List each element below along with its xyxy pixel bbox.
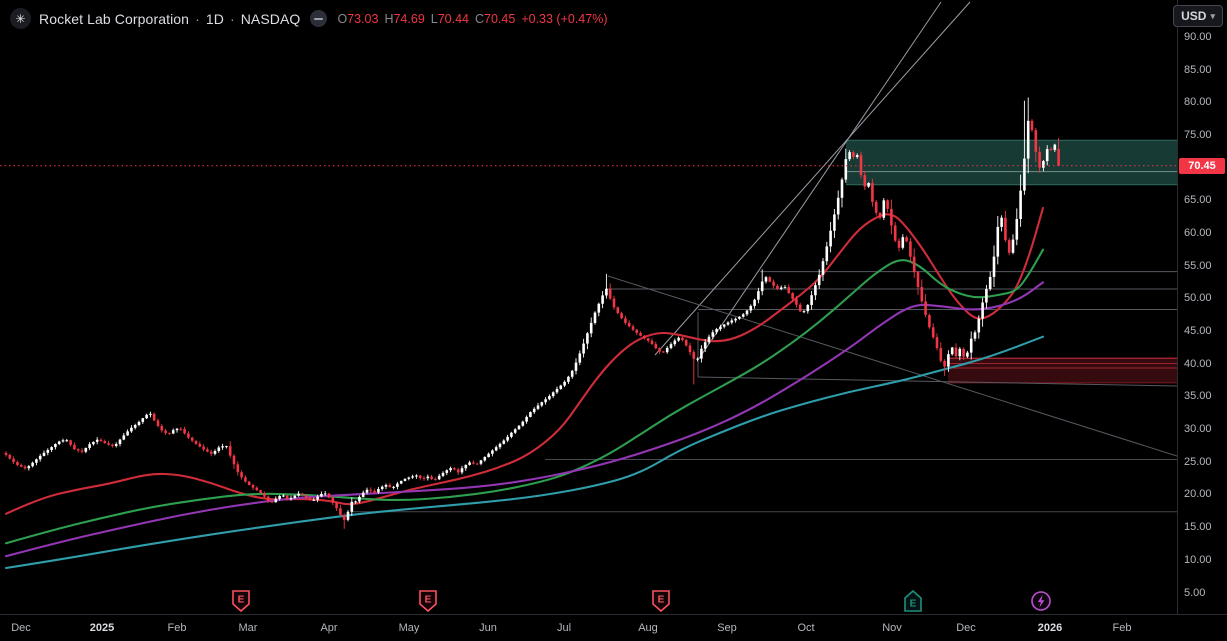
ma-fast-line[interactable]: [4, 206, 1045, 515]
lightning-event-icon[interactable]: [1030, 589, 1052, 613]
price-axis-label: 45.00: [1184, 325, 1212, 338]
time-axis-label: Feb: [1112, 622, 1132, 634]
channel-line-1[interactable]: [697, 1, 942, 361]
time-axis-label: Dec: [956, 622, 976, 634]
symbol-header: ✳ Rocket Lab Corporation · 1D · NASDAQ O…: [10, 8, 607, 29]
low-value: 70.44: [437, 11, 469, 26]
price-axis-label: 80.00: [1184, 96, 1212, 109]
close-value: 70.45: [484, 11, 516, 26]
candlestick-series: [4, 97, 1060, 529]
svg-text:E: E: [658, 595, 665, 606]
channel-line-2[interactable]: [654, 1, 971, 356]
symbol-title[interactable]: Rocket Lab Corporation · 1D · NASDAQ: [39, 11, 300, 27]
svg-text:E: E: [910, 599, 917, 610]
time-axis-label: Dec: [11, 622, 31, 634]
time-axis-label: Aug: [638, 622, 658, 634]
supply-zone[interactable]: [846, 140, 1177, 185]
price-axis-label: 15.00: [1184, 521, 1212, 534]
open-label: O: [337, 11, 348, 26]
currency-label: USD: [1181, 9, 1207, 23]
time-axis-label: Mar: [238, 622, 258, 634]
close-label: C: [475, 11, 485, 26]
price-axis-label: 50.00: [1184, 292, 1212, 305]
time-axis-label: Oct: [797, 622, 815, 634]
svg-text:E: E: [238, 595, 245, 606]
open-value: 73.03: [347, 11, 379, 26]
ma-slow-line[interactable]: [4, 281, 1045, 558]
chevron-down-icon: ▾: [1210, 10, 1215, 21]
price-axis-label: 5.00: [1184, 586, 1206, 599]
minus-circle-icon[interactable]: [310, 10, 328, 27]
plot-area[interactable]: [0, 1, 1177, 570]
symbol-logo-icon[interactable]: ✳: [10, 8, 31, 29]
symbol-name: Rocket Lab Corporation: [39, 10, 190, 27]
price-axis-label: 85.00: [1184, 63, 1212, 76]
descending-line[interactable]: [607, 275, 1177, 457]
price-axis-label: 30.00: [1184, 423, 1212, 436]
price-axis-label: 10.00: [1184, 553, 1212, 566]
time-axis-label: Feb: [167, 622, 187, 634]
time-axis-label: 2026: [1037, 622, 1063, 634]
last-price-tag: 70.45: [1179, 157, 1225, 174]
price-axis-label: 75.00: [1184, 129, 1212, 142]
time-axis-label: 2025: [89, 622, 115, 634]
time-axis-label: Nov: [882, 622, 902, 634]
price-axis-label: 40.00: [1184, 357, 1212, 370]
under-zone-line[interactable]: [697, 376, 1177, 387]
title-separator: ·: [195, 10, 200, 27]
price-axis-label: 25.00: [1184, 455, 1212, 468]
price-axis-label: 65.00: [1184, 194, 1212, 207]
time-axis-label: May: [398, 622, 420, 634]
ma-mid-line[interactable]: [4, 248, 1045, 545]
earnings-upcoming-icon[interactable]: E: [902, 589, 924, 613]
high-label: H: [384, 11, 394, 26]
ohlc-readout: O73.03 H74.69 L70.44 C70.45 +0.33 (+0.47…: [337, 12, 607, 26]
timeframe-label: 1D: [205, 10, 224, 27]
exchange-label: NASDAQ: [240, 10, 301, 27]
time-axis-label: Sep: [717, 622, 737, 634]
demand-zone[interactable]: [948, 358, 1177, 383]
ma-long-line[interactable]: [4, 335, 1045, 570]
earnings-reported-icon[interactable]: E: [230, 589, 252, 613]
currency-button[interactable]: USD ▾: [1173, 5, 1223, 27]
earnings-reported-icon[interactable]: E: [417, 589, 439, 613]
price-axis-label: 35.00: [1184, 390, 1212, 403]
time-axis-label: Jul: [556, 622, 572, 634]
price-axis-label: 60.00: [1184, 227, 1212, 240]
earnings-reported-icon[interactable]: E: [650, 589, 672, 613]
high-value: 74.69: [393, 11, 425, 26]
low-label: L: [430, 11, 438, 26]
price-axis-label: 55.00: [1184, 259, 1212, 272]
price-axis-label: 20.00: [1184, 488, 1212, 501]
price-axis-label: 90.00: [1184, 31, 1212, 43]
time-axis-label: Jun: [479, 622, 497, 634]
time-axis-label: Apr: [320, 622, 338, 634]
title-separator: ·: [229, 10, 235, 27]
change-value: +0.33 (+0.47%): [521, 11, 608, 26]
svg-text:E: E: [425, 595, 432, 606]
